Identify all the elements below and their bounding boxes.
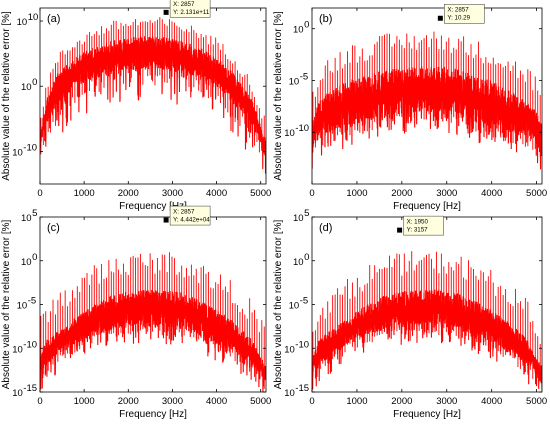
y-tick-exponent: 0 — [304, 252, 309, 263]
y-tick-exponent: 0 — [32, 77, 37, 88]
datatip-text: X: 2857 — [173, 1, 195, 8]
y-axis-label: Absolute value of the relative error [%] — [273, 220, 284, 390]
y-tick-label: 10 — [293, 213, 304, 224]
x-axis-label: Frequency [Hz] — [393, 409, 461, 420]
y-tick-exponent: -15 — [295, 383, 309, 394]
datatip-text: X: 1950 — [407, 219, 429, 226]
x-tick-label: 4000 — [481, 188, 502, 199]
panel-label: (b) — [319, 13, 332, 25]
datatip-text: Y: 10.29 — [447, 15, 470, 22]
y-tick-exponent: -10 — [23, 339, 37, 350]
x-tick-label: 4000 — [206, 188, 227, 199]
y-tick-exponent: -10 — [295, 123, 309, 134]
y-axis-label: Absolute value of the relative error [%] — [273, 11, 284, 181]
y-tick-label: 10 — [21, 257, 32, 268]
y-tick-exponent: 5 — [304, 208, 309, 219]
y-tick-label: 10 — [12, 147, 23, 158]
x-tick-label: 4000 — [481, 396, 502, 407]
y-tick-exponent: 5 — [32, 208, 37, 219]
x-tick-label: 2000 — [118, 188, 139, 199]
y-axis-label: Absolute value of the relative error [%] — [1, 220, 12, 390]
x-tick-label: 3000 — [436, 396, 457, 407]
y-tick-exponent: -10 — [23, 142, 37, 153]
y-tick-exponent: -10 — [295, 339, 309, 350]
y-tick-label: 10 — [21, 82, 32, 93]
x-tick-label: 4000 — [206, 396, 227, 407]
series-relative-error — [40, 252, 266, 392]
series-spikes — [40, 252, 265, 389]
x-tick-label: 1000 — [74, 188, 95, 199]
x-tick-label: 2000 — [391, 188, 412, 199]
datatip-marker[interactable] — [397, 227, 403, 233]
y-tick-exponent: 0 — [304, 20, 309, 31]
y-tick-label: 10 — [289, 76, 300, 87]
datatip-text: X: 2857 — [447, 7, 469, 14]
x-tick-label: 5000 — [250, 188, 271, 199]
y-tick-label: 10 — [12, 388, 23, 399]
datatip-box — [403, 215, 444, 236]
series-spikes — [40, 17, 265, 155]
y-tick-exponent: -5 — [28, 296, 36, 307]
y-tick-exponent: 10 — [28, 12, 39, 23]
y-tick-exponent: -5 — [300, 296, 308, 307]
y-tick-exponent: -5 — [300, 71, 308, 82]
x-tick-label: 2000 — [118, 396, 139, 407]
datatip-box — [444, 3, 485, 24]
datatip-marker[interactable] — [163, 217, 169, 223]
datatip-text: Y: 2.131e+11 — [173, 9, 210, 16]
panel-label: (d) — [319, 222, 332, 234]
y-tick-label: 10 — [289, 301, 300, 312]
y-tick-label: 10 — [284, 344, 295, 355]
y-tick-label: 10 — [21, 213, 32, 224]
x-tick-label: 3000 — [436, 188, 457, 199]
x-tick-label: 1000 — [74, 396, 95, 407]
datatip-marker[interactable] — [163, 9, 169, 15]
datatip-text: X: 2857 — [173, 209, 195, 216]
series-relative-error — [312, 31, 542, 170]
x-tick-label: 3000 — [162, 396, 183, 407]
x-tick-label: 2000 — [391, 396, 412, 407]
y-tick-label: 10 — [293, 25, 304, 36]
axes-box — [311, 7, 543, 185]
x-tick-label: 0 — [37, 396, 42, 407]
y-axis-label: Absolute value of the relative error [%] — [1, 11, 12, 181]
datatip-text: Y: 3157 — [407, 227, 429, 234]
y-tick-label: 10 — [293, 257, 304, 268]
x-tick-label: 0 — [37, 188, 42, 199]
x-tick-label: 0 — [309, 396, 314, 407]
x-tick-label: 3000 — [162, 188, 183, 199]
y-tick-label: 10 — [17, 17, 28, 28]
datatip-text: Y: 4.442e+04 — [173, 217, 210, 224]
datatip-box — [169, 205, 211, 226]
datatip-marker[interactable] — [437, 15, 443, 21]
datatip-box — [169, 0, 211, 18]
y-tick-label: 10 — [17, 301, 28, 312]
x-axis-label: Frequency [Hz] — [119, 201, 187, 212]
axes-box — [39, 7, 267, 185]
series-spikes — [312, 251, 541, 382]
y-tick-exponent: -15 — [23, 383, 37, 394]
x-tick-label: 0 — [309, 188, 314, 199]
x-axis-label: Frequency [Hz] — [119, 409, 187, 420]
panel-label: (c) — [47, 222, 60, 234]
series-relative-error — [312, 251, 542, 391]
x-tick-label: 5000 — [526, 188, 547, 199]
panel-label: (a) — [47, 13, 60, 25]
x-axis-label: Frequency [Hz] — [393, 201, 461, 212]
x-tick-label: 5000 — [250, 396, 271, 407]
y-tick-exponent: 0 — [32, 252, 37, 263]
x-tick-label: 5000 — [526, 396, 547, 407]
y-tick-label: 10 — [284, 388, 295, 399]
x-tick-label: 1000 — [346, 396, 367, 407]
x-tick-label: 1000 — [346, 188, 367, 199]
y-tick-label: 10 — [12, 344, 23, 355]
y-tick-label: 10 — [284, 128, 295, 139]
series-relative-error — [40, 17, 266, 174]
series-spikes — [312, 31, 541, 157]
